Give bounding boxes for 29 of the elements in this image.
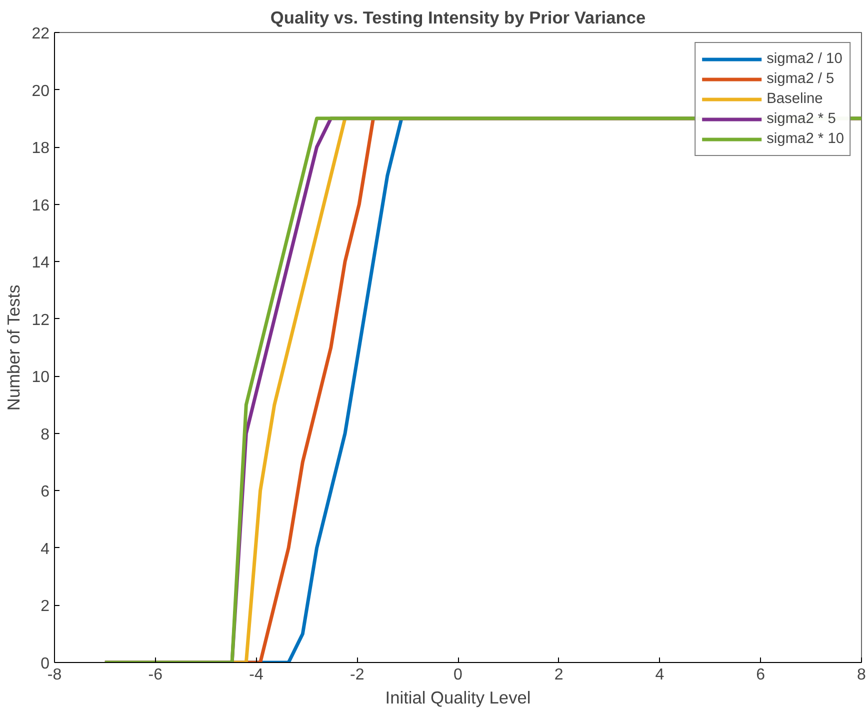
y-tick-label: 0 [40, 656, 50, 672]
legend-label: sigma2 * 10 [766, 131, 844, 147]
y-tick-label: 8 [40, 426, 50, 444]
legend-label: sigma2 / 10 [766, 51, 842, 67]
x-tick-label: -6 [148, 666, 163, 684]
y-tick-label: 6 [40, 484, 50, 501]
y-tick-label: 2 [40, 598, 50, 616]
x-tick-label: 8 [857, 666, 866, 684]
legend-label: Baseline [766, 91, 823, 107]
x-tick-label: 4 [655, 666, 664, 684]
y-tick-label: 14 [32, 254, 50, 272]
legend-label: sigma2 / 5 [766, 71, 834, 87]
y-tick-label: 22 [32, 26, 50, 42]
y-tick-label: 16 [32, 197, 50, 214]
x-tick-label: -2 [350, 666, 364, 684]
y-tick-label: 4 [40, 540, 50, 558]
chart-title: Quality vs. Testing Intensity by Prior Variance [270, 8, 646, 28]
y-tick-label: 12 [32, 312, 50, 329]
x-tick-label: -8 [47, 666, 62, 684]
y-tick-label: 18 [32, 140, 50, 158]
legend-label: sigma2 * 5 [766, 111, 836, 127]
x-tick-label: 2 [554, 666, 564, 684]
y-tick-label: 10 [32, 369, 50, 386]
x-tick-label: -4 [249, 666, 264, 684]
y-tick-label: 20 [32, 82, 50, 100]
y-axis-title: Number of Tests [4, 284, 24, 411]
x-axis-title: Initial Quality Level [385, 688, 531, 708]
x-tick-label: 6 [756, 666, 766, 684]
x-tick-label: 0 [454, 666, 463, 684]
